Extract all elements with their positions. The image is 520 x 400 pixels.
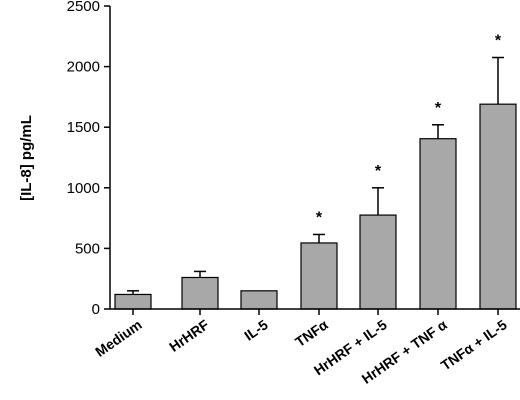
y-tick-label: 2000: [67, 59, 100, 76]
y-tick-label: 500: [75, 240, 100, 257]
bar: [419, 138, 457, 310]
significance-marker: *: [375, 163, 382, 180]
x-category-label: IL-5: [241, 316, 271, 344]
y-axis-label: [IL-8] pg/mL: [18, 115, 35, 201]
bar: [114, 293, 152, 310]
y-axis: 0 500 1000 1500 2000 2500: [67, 0, 111, 318]
significance-marker: *: [435, 100, 442, 117]
x-category-label: Medium: [92, 316, 145, 359]
bars: * * * *: [114, 33, 517, 310]
x-category-label: HrHRF: [166, 316, 212, 355]
significance-marker: *: [495, 33, 502, 50]
bar: [359, 214, 397, 310]
bar: [300, 242, 338, 310]
x-category-label: TNFα + IL-5: [438, 316, 510, 373]
x-category-label: TNFα: [292, 316, 331, 350]
y-tick-label: 1000: [67, 180, 100, 197]
bar: [181, 276, 219, 310]
bar: [479, 103, 517, 310]
significance-marker: *: [316, 209, 323, 226]
y-tick-label: 1500: [67, 119, 100, 136]
y-tick-label: 2500: [67, 0, 100, 15]
bar: [240, 290, 278, 310]
y-tick-label: 0: [92, 301, 100, 318]
